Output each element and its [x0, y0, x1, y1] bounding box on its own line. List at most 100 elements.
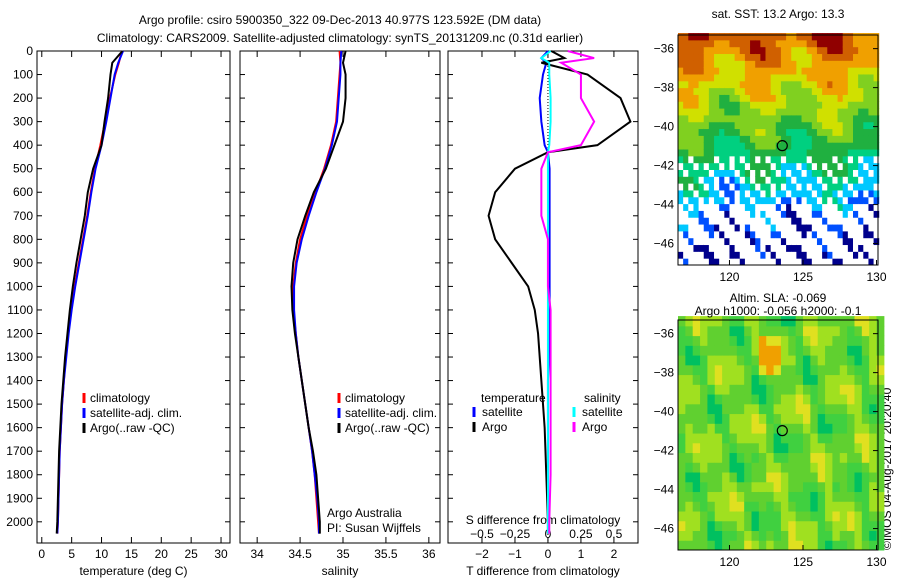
map-cell — [786, 101, 792, 109]
map-cell — [854, 452, 863, 463]
map-cell — [801, 128, 808, 136]
map-cell — [786, 94, 792, 102]
map-cell — [729, 462, 738, 473]
map-cell — [788, 442, 797, 454]
argo-location-marker — [776, 140, 788, 152]
map-cell — [678, 364, 686, 376]
map-cell — [876, 520, 885, 532]
map-cell — [755, 121, 761, 130]
map-cell — [703, 237, 710, 246]
map-cell — [707, 442, 716, 454]
map-cell — [803, 374, 811, 385]
map-cell — [858, 46, 864, 55]
map-cell — [770, 94, 777, 102]
map-cell — [803, 423, 811, 434]
map-cell — [722, 423, 730, 434]
map-cell — [688, 94, 694, 102]
map-cell — [853, 142, 859, 150]
map-cell — [780, 94, 787, 102]
map-cell — [842, 230, 849, 239]
map-cell — [775, 162, 782, 170]
map-cell — [734, 60, 741, 68]
map-cell — [811, 169, 818, 177]
map-cell — [853, 258, 859, 266]
map-cell — [678, 244, 684, 252]
map-cell — [810, 491, 819, 502]
map-cell — [744, 108, 751, 116]
map-cell — [729, 472, 738, 483]
map-cell — [822, 258, 828, 266]
map-cell — [811, 101, 818, 109]
map-cell — [858, 94, 864, 102]
map-cell — [736, 511, 745, 522]
series-line-s-argo — [540, 50, 596, 534]
map-cell — [847, 413, 855, 424]
map-cell — [700, 530, 708, 541]
map-cell — [801, 135, 808, 143]
map-cell — [734, 230, 741, 239]
map-cell — [688, 46, 694, 55]
map-cell — [842, 258, 849, 266]
map-cell — [685, 345, 694, 356]
map-cell — [803, 325, 811, 337]
map-cell — [729, 413, 738, 424]
map-cell — [873, 251, 880, 259]
map-cell — [724, 142, 730, 150]
map-cell — [780, 244, 787, 252]
map-cell — [755, 189, 761, 198]
map-cell — [868, 101, 875, 109]
map-cell — [827, 128, 833, 136]
map-cell — [837, 87, 844, 95]
map-cell — [811, 230, 818, 239]
map-cell — [760, 39, 766, 48]
map-cell — [744, 217, 751, 225]
map-cell — [744, 39, 751, 48]
map-cell — [724, 135, 730, 143]
map-cell — [854, 413, 863, 424]
map-cell — [816, 189, 823, 198]
map-cell — [817, 374, 826, 385]
map-cell — [739, 196, 746, 205]
map-cell — [853, 108, 859, 116]
map-cell — [707, 345, 716, 356]
map-cell — [858, 155, 864, 164]
map-cell — [678, 403, 686, 415]
map-cell — [853, 149, 859, 157]
map-cell — [719, 210, 725, 218]
map-cell — [796, 217, 803, 225]
map-cell — [722, 481, 730, 493]
map-cell — [825, 501, 833, 512]
map-cell — [736, 530, 745, 541]
map-cell — [744, 176, 751, 184]
map-cell — [739, 87, 746, 95]
map-cell — [868, 183, 875, 191]
map-cell — [817, 462, 826, 473]
map-cell — [739, 80, 746, 89]
map-cell — [765, 237, 772, 246]
map-cell — [708, 183, 715, 191]
map-cell — [755, 244, 761, 252]
map-cell — [863, 189, 869, 198]
map-cell — [751, 413, 760, 424]
map-cell — [796, 258, 803, 266]
map-cell — [703, 108, 710, 116]
annotation-argo-australia: Argo Australia — [327, 506, 402, 520]
map-cell — [744, 472, 753, 483]
map-cell — [739, 94, 746, 102]
map-cell — [698, 196, 705, 205]
map-cell — [724, 251, 730, 259]
map-cell — [693, 135, 700, 143]
map-cell — [854, 364, 863, 376]
map-cell — [873, 33, 880, 41]
map-cell — [755, 258, 761, 266]
map-cell — [683, 80, 689, 89]
map-cell — [775, 183, 782, 191]
map-cell — [724, 155, 730, 164]
map-cell — [869, 442, 878, 454]
map-cell — [678, 94, 684, 102]
map-cell — [708, 108, 715, 116]
map-cell — [858, 176, 864, 184]
map-cell — [832, 520, 841, 532]
map-cell — [858, 121, 864, 130]
map-cell — [736, 345, 745, 356]
